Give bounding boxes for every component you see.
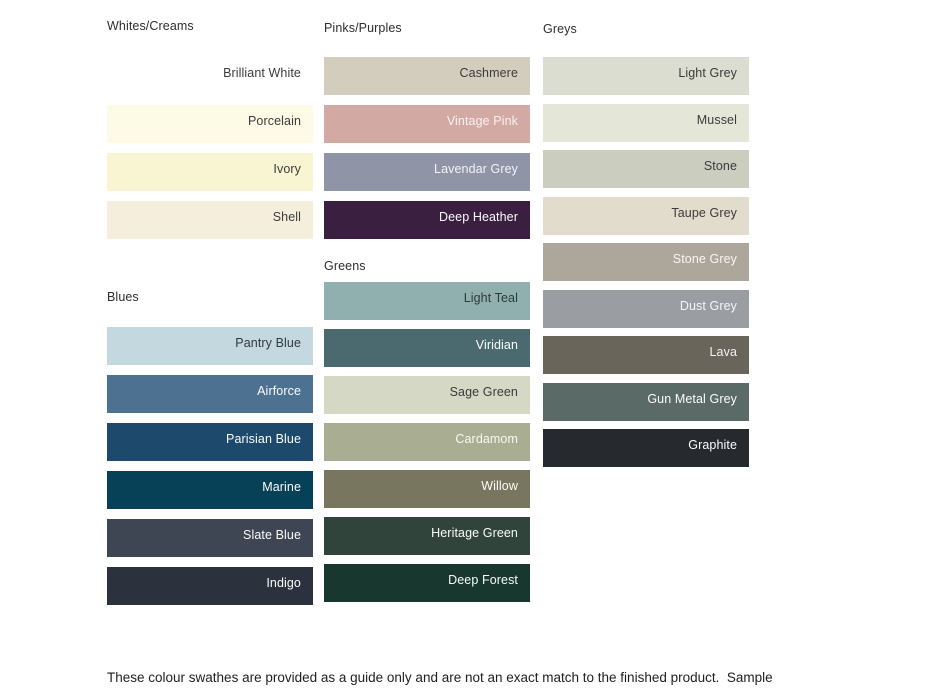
swatch-heritage-green: Heritage Green — [324, 517, 530, 555]
swatch-lava: Lava — [543, 336, 749, 374]
swatch-vintage-pink: Vintage Pink — [324, 105, 530, 143]
group-title-greens: Greens — [324, 259, 366, 273]
swatch-label: Deep Heather — [438, 210, 518, 224]
swatch-label: Indigo — [266, 576, 301, 590]
swatch-porcelain: Porcelain — [107, 105, 313, 143]
group-title-blues: Blues — [107, 290, 139, 304]
swatch-lavendar-grey: Lavendar Grey — [324, 153, 530, 191]
swatch-label: Mussel — [696, 112, 737, 127]
swatch-ivory: Ivory — [107, 153, 313, 191]
disclaimer-text: These colour swathes are provided as a g… — [107, 639, 773, 700]
group-title-greys: Greys — [543, 22, 577, 36]
swatch-label: Cashmere — [459, 66, 518, 80]
swatch-cardamom: Cardamom — [324, 423, 530, 461]
swatch-label: Airforce — [257, 384, 301, 398]
swatch-shell: Shell — [107, 201, 313, 239]
group-greys: Greys Light Grey Mussel Stone Taupe Grey… — [543, 22, 749, 476]
disclaimer-line-1: These colour swathes are provided as a g… — [107, 670, 773, 685]
swatch-stone: Stone — [543, 150, 749, 188]
swatch-label: Deep Forest — [448, 573, 518, 587]
swatch-label: Porcelain — [247, 114, 301, 128]
swatch-taupe-grey: Taupe Grey — [543, 196, 749, 235]
group-pinks-purples: Pinks/Purples Cashmere Vintage Pink Lave… — [324, 21, 530, 249]
swatch-mussel: Mussel — [543, 103, 749, 142]
swatch-cashmere: Cashmere — [324, 57, 530, 95]
swatch-parisian-blue: Parisian Blue — [107, 423, 313, 461]
swatch-label: Sage Green — [449, 385, 518, 399]
swatch-list-whites-creams: Brilliant White Porcelain Ivory Shell — [107, 57, 313, 239]
swatch-deep-heather: Deep Heather — [324, 201, 530, 239]
swatch-label: Shell — [272, 210, 301, 224]
swatch-graphite: Graphite — [543, 429, 749, 467]
swatch-label: Slate Blue — [243, 528, 301, 542]
swatch-dust-grey: Dust Grey — [543, 289, 749, 328]
swatch-indigo: Indigo — [107, 567, 313, 605]
group-title-whites-creams: Whites/Creams — [107, 19, 194, 33]
swatch-light-grey: Light Grey — [543, 57, 749, 95]
swatch-list-greys: Light Grey Mussel Stone Taupe Grey Stone… — [543, 57, 749, 467]
swatch-light-teal: Light Teal — [324, 282, 530, 320]
group-blues: Blues Pantry Blue Airforce Parisian Blue… — [107, 290, 313, 615]
swatch-list-blues: Pantry Blue Airforce Parisian Blue Marin… — [107, 327, 313, 605]
swatch-label: Dust Grey — [679, 298, 737, 313]
swatch-willow: Willow — [324, 470, 530, 508]
swatch-label: Vintage Pink — [446, 114, 518, 128]
group-greens: Greens Light Teal Viridian Sage Green Ca… — [324, 259, 530, 611]
swatch-label: Marine — [262, 480, 301, 494]
swatch-label: Light Teal — [463, 291, 518, 305]
group-whites-creams: Whites/Creams Brilliant White Porcelain … — [107, 19, 313, 249]
swatch-viridian: Viridian — [324, 329, 530, 367]
group-title-pinks-purples: Pinks/Purples — [324, 21, 402, 35]
swatch-label: Willow — [481, 479, 518, 493]
swatch-sage-green: Sage Green — [324, 376, 530, 414]
swatch-list-greens: Light Teal Viridian Sage Green Cardamom … — [324, 282, 530, 602]
swatch-label: Graphite — [688, 438, 737, 452]
swatch-pantry-blue: Pantry Blue — [107, 327, 313, 365]
swatch-deep-forest: Deep Forest — [324, 564, 530, 602]
swatch-label: Cardamom — [455, 432, 518, 446]
swatch-label: Light Grey — [678, 66, 737, 80]
swatch-label: Lavendar Grey — [434, 162, 518, 176]
swatch-label: Brilliant White — [223, 66, 301, 80]
swatch-airforce: Airforce — [107, 375, 313, 413]
swatch-label: Taupe Grey — [671, 205, 737, 220]
swatch-stone-grey: Stone Grey — [543, 243, 749, 281]
swatch-label: Lava — [709, 345, 737, 359]
swatch-label: Pantry Blue — [235, 336, 301, 350]
swatch-gun-metal-grey: Gun Metal Grey — [543, 382, 749, 421]
swatch-label: Stone Grey — [672, 252, 737, 266]
swatch-list-pinks-purples: Cashmere Vintage Pink Lavendar Grey Deep… — [324, 57, 530, 239]
swatch-label: Ivory — [273, 162, 301, 176]
swatch-slate-blue: Slate Blue — [107, 519, 313, 557]
swatch-label: Heritage Green — [431, 526, 518, 540]
swatch-label: Stone — [703, 159, 737, 173]
swatch-label: Parisian Blue — [226, 432, 301, 446]
swatch-marine: Marine — [107, 471, 313, 509]
swatch-label: Gun Metal Grey — [647, 391, 737, 406]
swatch-brilliant-white: Brilliant White — [107, 57, 313, 95]
swatch-label: Viridian — [475, 338, 518, 352]
